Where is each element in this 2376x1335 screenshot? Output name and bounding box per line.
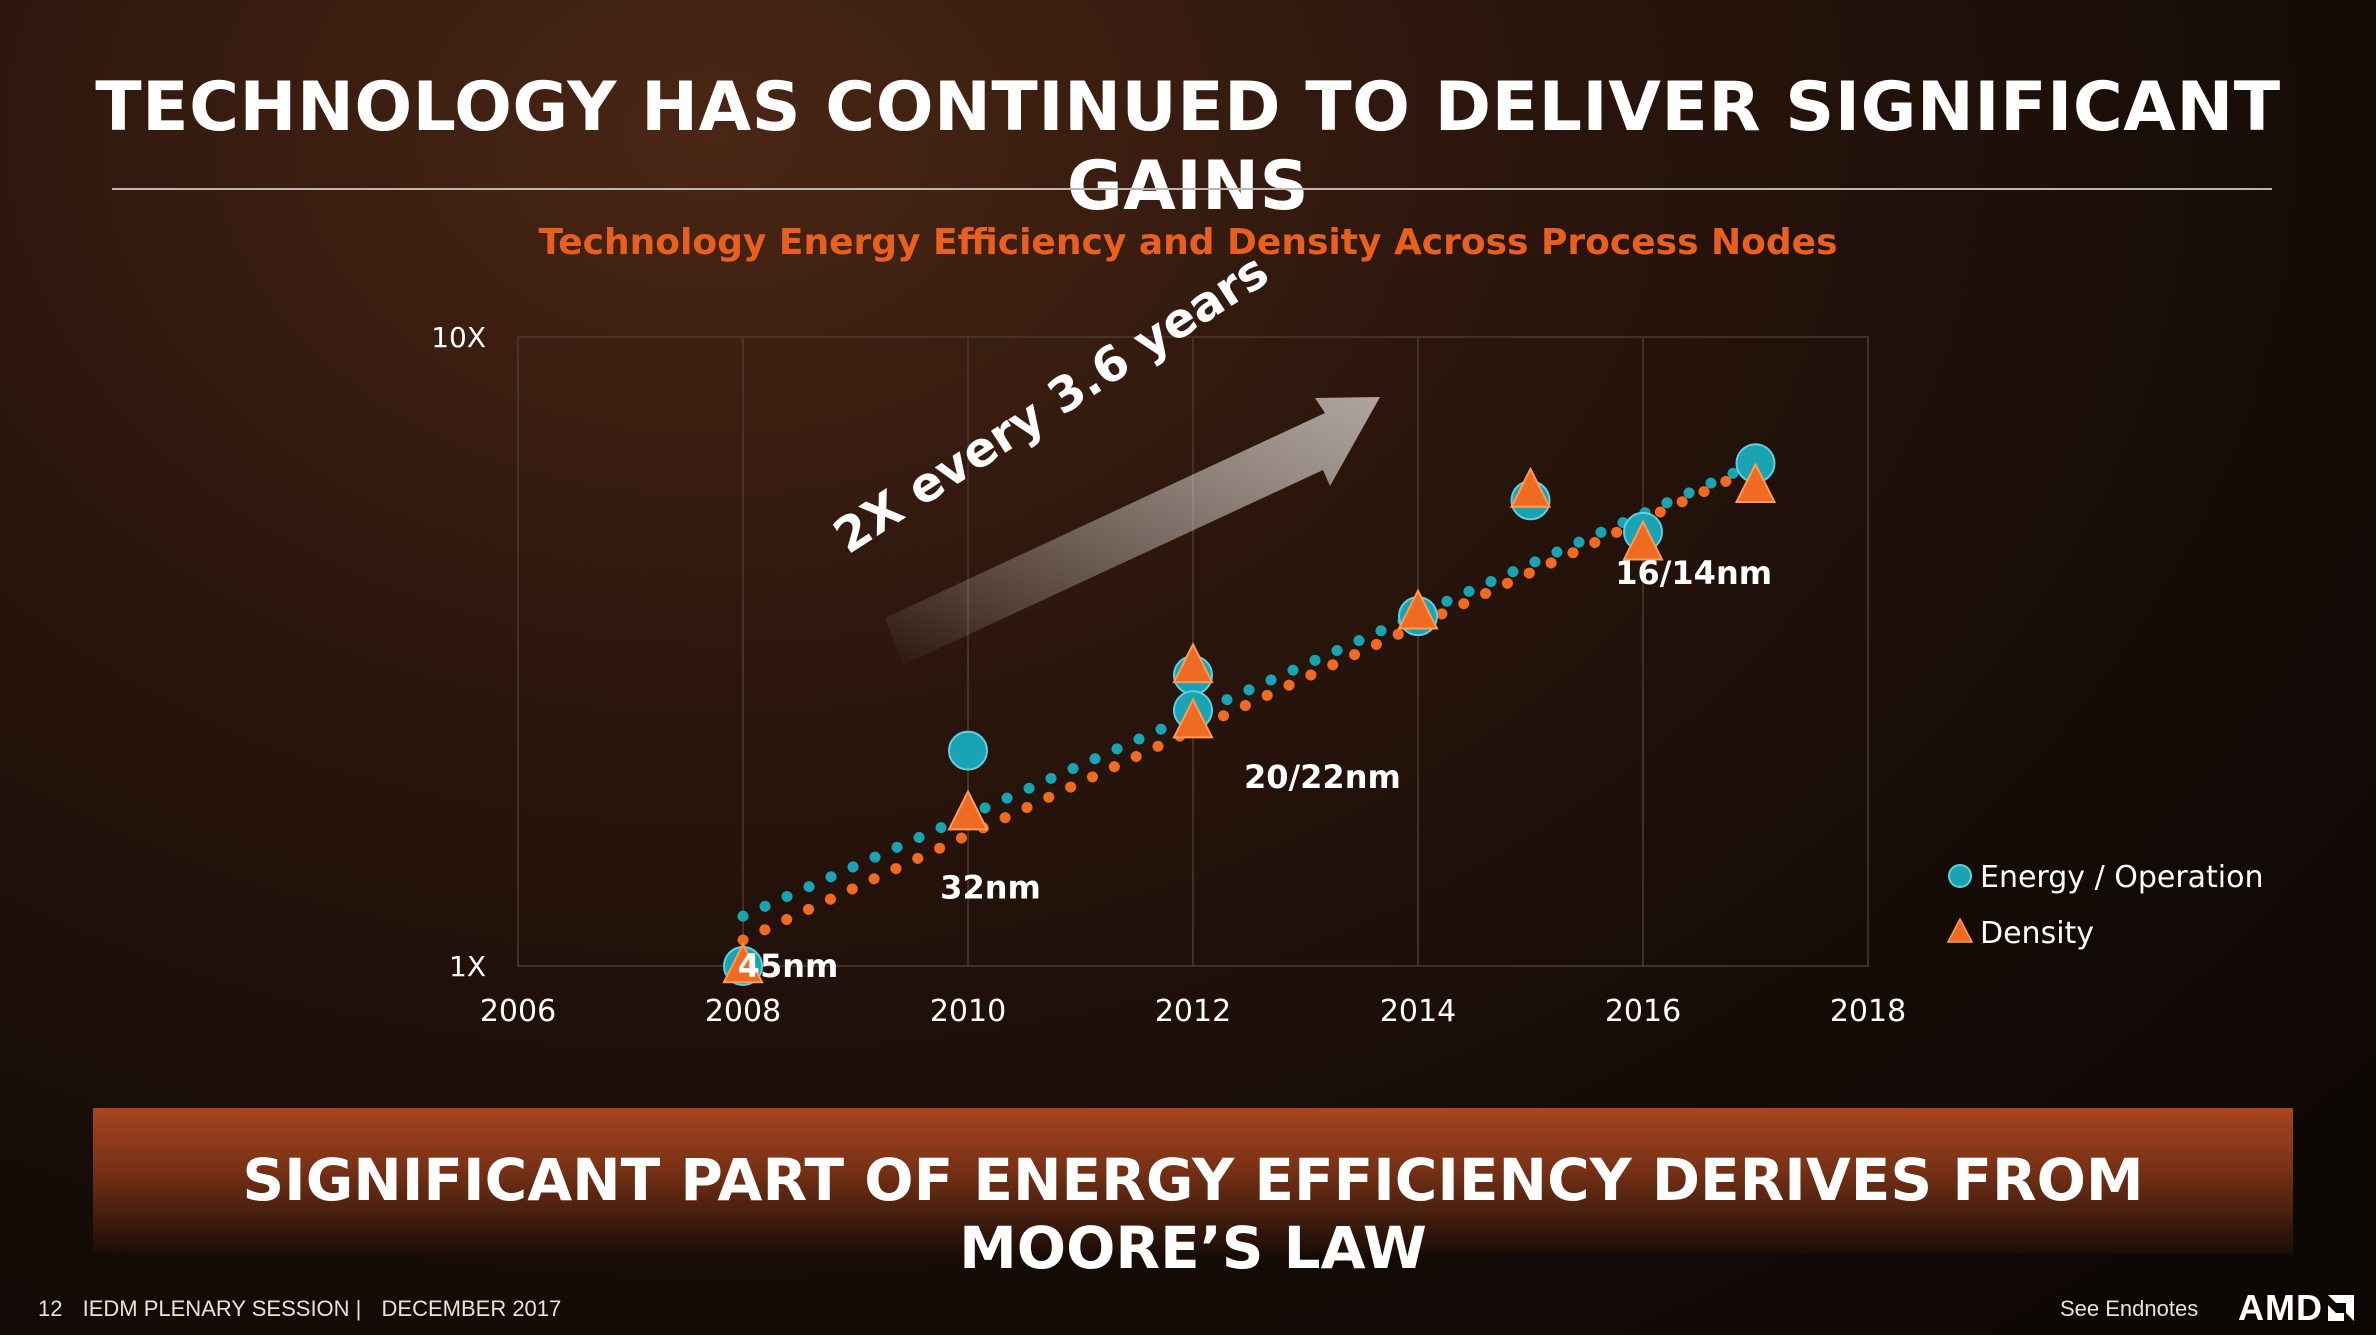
session-date: DECEMBER 2017: [381, 1296, 562, 1321]
x-tick-label: 2012: [1155, 994, 1231, 1029]
density-point: [947, 789, 989, 831]
density-point: [1397, 588, 1439, 630]
banner-text: SIGNIFICANT PART OF ENERGY EFFICIENCY DE…: [242, 1146, 2144, 1282]
node-label: 45nm: [738, 947, 839, 985]
density-point: [1734, 461, 1777, 504]
legend-label: Energy / Operation: [1980, 860, 2264, 895]
logo-text: AMD: [2238, 1287, 2323, 1328]
density-point: [722, 942, 764, 984]
trendline-energy: [737, 457, 1761, 922]
trend-arrow-icon: [885, 397, 1380, 665]
legend-energy-icon: [1948, 864, 1972, 888]
y-tick-label: 10X: [431, 321, 486, 354]
x-tick-label: 2010: [930, 994, 1006, 1029]
legend-density-icon: [1946, 917, 1974, 943]
trendline-density: [737, 462, 1761, 946]
node-label: 32nm: [940, 869, 1041, 907]
chart-title: Technology Energy Efficiency and Density…: [538, 222, 1838, 263]
x-tick-label: 2016: [1605, 994, 1681, 1029]
conclusion-banner: SIGNIFICANT PART OF ENERGY EFFICIENCY DE…: [93, 1108, 2293, 1282]
density-point: [1509, 466, 1552, 508]
x-tick-label: 2006: [480, 994, 556, 1029]
x-tick-label: 2018: [1830, 994, 1906, 1029]
density-point: [1172, 642, 1214, 684]
legend-label: Density: [1980, 916, 2094, 951]
density-point: [1622, 519, 1664, 561]
energy-point: [948, 730, 988, 771]
amd-logo: AMD: [2238, 1287, 2356, 1329]
page-number: 12: [38, 1296, 63, 1321]
y-tick-label: 1X: [449, 950, 486, 983]
footer-session-info: 12 IEDM PLENARY SESSION | DECEMBER 2017: [38, 1296, 575, 1322]
node-label: 16/14nm: [1615, 554, 1772, 592]
x-tick-label: 2008: [705, 994, 781, 1029]
title-divider: [112, 188, 2272, 190]
endnotes-link[interactable]: See Endnotes: [2060, 1296, 2199, 1321]
amd-arrow-logo-icon: [2327, 1295, 2354, 1321]
density-point: [1172, 697, 1214, 739]
node-label: 20/22nm: [1244, 758, 1401, 796]
session-name: IEDM PLENARY SESSION |: [82, 1296, 362, 1321]
slide-title: TECHNOLOGY HAS CONTINUED TO DELIVER SIGN…: [95, 68, 2281, 226]
x-tick-label: 2014: [1380, 994, 1456, 1029]
